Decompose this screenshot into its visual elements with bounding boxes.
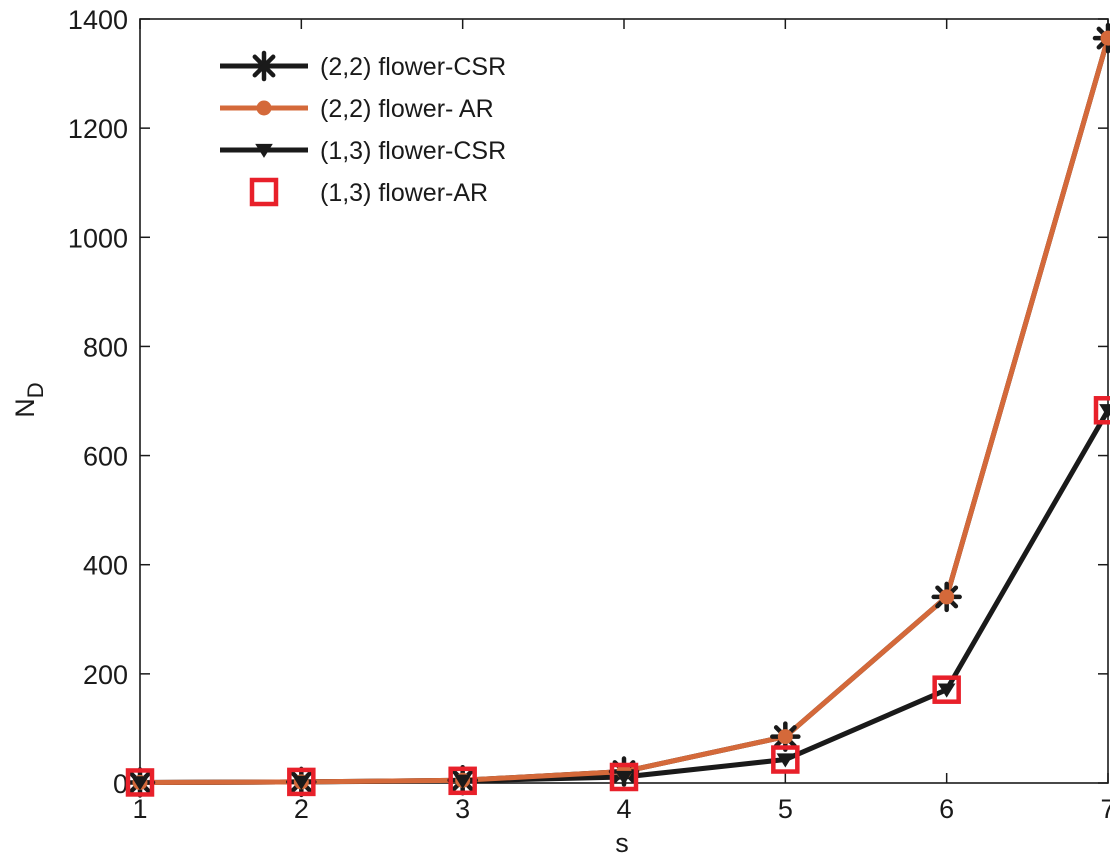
legend-item: (1,3) flower-AR (249, 177, 488, 207)
square-marker (1093, 396, 1110, 425)
plot-border (139, 18, 1109, 784)
y-tick-label: 1400 (68, 5, 128, 35)
legend: (2,2) flower-CSR (2,2) flower- AR (1,3) fl… (220, 50, 506, 207)
circle-marker (939, 589, 955, 605)
asterisk-marker (248, 50, 280, 82)
legend-label: (1,3) flower-CSR (320, 137, 506, 165)
square-marker (932, 675, 961, 704)
y-axis-ticks: 0 200 400 600 800 1000 1200 1400 (68, 5, 1108, 799)
y-axis-label-subscript: D (23, 382, 48, 398)
triangle-marker (131, 776, 149, 791)
legend-item: (2,2) flower- AR (220, 95, 494, 123)
series-line (139, 409, 1110, 785)
square-marker (287, 767, 316, 797)
y-tick-label: 800 (83, 332, 128, 362)
circle-marker (256, 100, 272, 116)
legend-label: (1,3) flower-AR (320, 179, 488, 207)
square-marker (125, 768, 155, 797)
legend-label: (2,2) flower- AR (320, 95, 494, 123)
triangle-marker (453, 774, 472, 789)
y-tick-label: 200 (83, 660, 128, 690)
triangle-marker (255, 143, 273, 158)
legend-item: (1,3) flower-CSR (220, 137, 506, 165)
circle-marker (1100, 30, 1110, 46)
y-tick-label: 1000 (68, 223, 128, 253)
x-tick-label: 6 (939, 794, 954, 824)
asterisk-stroke (252, 54, 276, 78)
legend-label: (2,2) flower-CSR (320, 53, 506, 81)
x-tick-label: 4 (616, 794, 631, 824)
triangle-marker (1099, 404, 1110, 419)
y-axis-label: ND (10, 382, 48, 417)
series-markers (124, 22, 1110, 798)
triangle-marker (615, 770, 633, 785)
x-tick-label: 2 (294, 794, 309, 824)
square-marker (771, 745, 800, 774)
circle-marker (777, 729, 793, 745)
triangle-marker (292, 775, 311, 790)
x-tick-label: 3 (455, 794, 470, 824)
y-axis-label-main: N (10, 398, 40, 418)
y-tick-label: 0 (113, 769, 128, 799)
square-marker (609, 762, 639, 792)
x-axis-ticks: 1 2 3 4 5 6 7 (132, 19, 1110, 824)
triangle-marker (937, 683, 956, 698)
x-tick-label: 7 (1100, 794, 1110, 824)
y-tick-label: 1200 (68, 114, 128, 144)
square-marker (448, 766, 477, 796)
triangle-marker (776, 753, 795, 768)
square-marker (249, 177, 279, 207)
plot-frame (139, 18, 1109, 784)
x-tick-label: 5 (778, 794, 793, 824)
legend-item: (2,2) flower-CSR (220, 50, 506, 82)
y-tick-label: 400 (83, 551, 128, 581)
x-tick-label: 1 (132, 794, 147, 824)
y-tick-label: 600 (83, 442, 128, 472)
x-axis-label: s (615, 828, 629, 857)
